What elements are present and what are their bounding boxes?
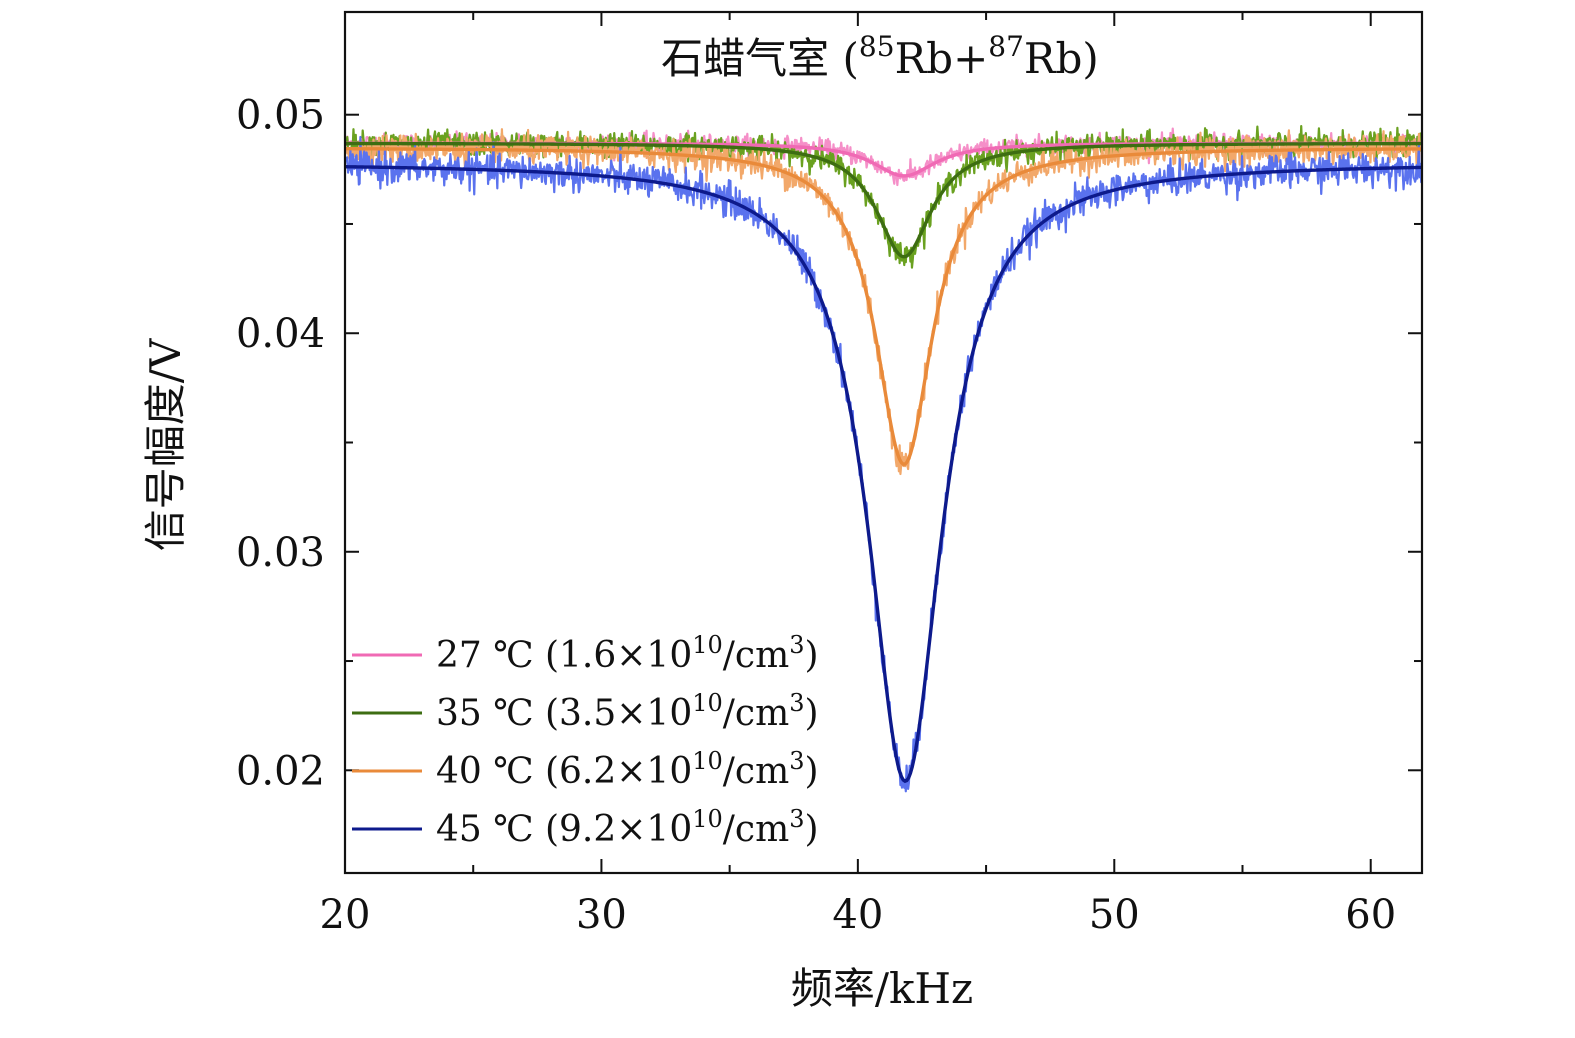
y-axis-title: 信号幅度/V xyxy=(141,338,190,551)
y-tick-label: 0.05 xyxy=(236,93,325,139)
axis-ticks: 20 30 40 50 60 0.02 0.03 0.04 0.05 xyxy=(236,12,1422,938)
y-tick-label: 0.04 xyxy=(236,311,325,357)
x-tick-label: 40 xyxy=(832,892,883,938)
x-tick-label: 20 xyxy=(320,892,371,938)
x-axis-title: 频率/kHz xyxy=(791,964,973,1013)
legend-label-3: 40 ℃ (6.2×1010/cm3) xyxy=(436,747,819,792)
legend-label-4: 45 ℃ (9.2×1010/cm3) xyxy=(436,805,819,850)
chart-title: 石蜡气室 (85Rb+87Rb) xyxy=(661,30,1099,83)
y-tick-label: 0.03 xyxy=(236,530,325,576)
x-tick-label: 50 xyxy=(1089,892,1140,938)
fit-curve-layer xyxy=(345,141,1422,784)
y-tick-label: 0.02 xyxy=(236,748,325,794)
fit-curve-2 xyxy=(345,141,1422,259)
fit-curve-3 xyxy=(345,147,1422,466)
legend-label-1: 27 ℃ (1.6×1010/cm3) xyxy=(436,631,819,676)
x-tick-label: 60 xyxy=(1345,892,1396,938)
legend: 27 ℃ (1.6×1010/cm3) 35 ℃ (3.5×1010/cm3) 40… xyxy=(352,631,819,850)
legend-label-2: 35 ℃ (3.5×1010/cm3) xyxy=(436,689,819,734)
x-tick-label: 30 xyxy=(576,892,627,938)
fit-curve-4 xyxy=(345,165,1422,784)
